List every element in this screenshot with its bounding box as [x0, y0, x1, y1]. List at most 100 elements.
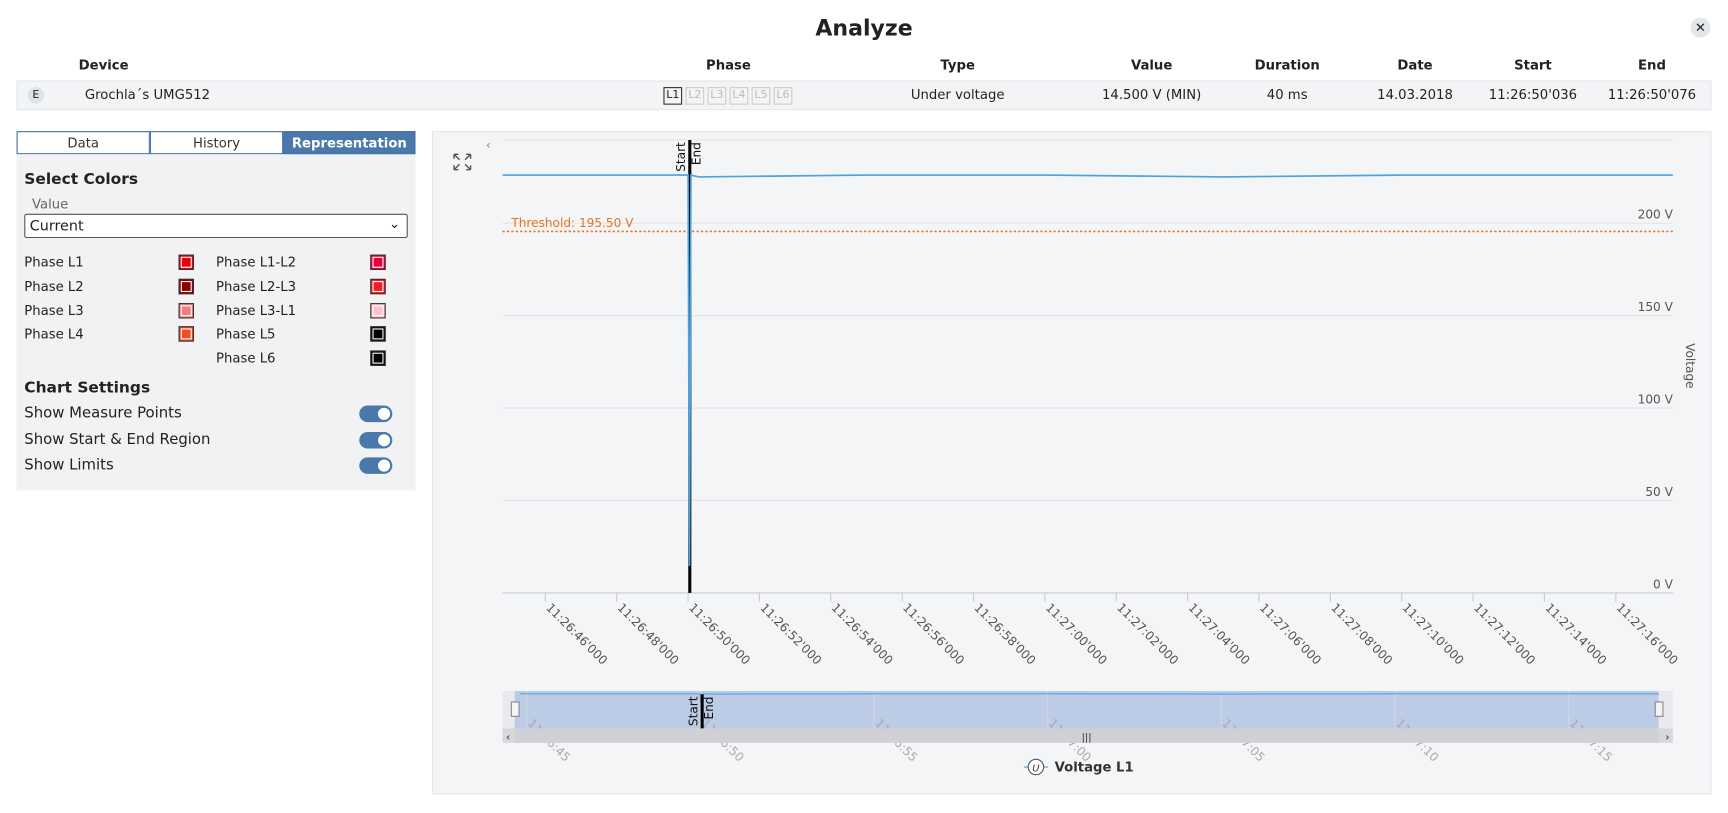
color-label: Phase L6 [215, 350, 276, 367]
settings-panel [16, 154, 416, 491]
phase-badge[interactable]: L5 [751, 87, 771, 105]
x-tick-label: 11:26:58'000 [971, 601, 1038, 668]
value-select[interactable]: Current ⌄ [24, 213, 408, 239]
toggle-knob [377, 407, 391, 420]
y-tick-label: 0 V [1653, 577, 1674, 591]
threshold-label: Threshold: 195.50 V [510, 216, 634, 230]
navigator-line [519, 693, 1660, 727]
color-label: Phase L1-L2 [215, 254, 297, 270]
color-label: Phase L2 [24, 278, 84, 295]
column-header: Type [940, 57, 975, 73]
phase-badge[interactable]: L1 [663, 87, 683, 105]
toggle-switch[interactable] [359, 405, 393, 423]
chart-panel [431, 131, 1712, 795]
color-swatch[interactable] [178, 302, 194, 319]
scrollbar-grip: ||| [1082, 733, 1092, 744]
column-header: Start [1514, 57, 1552, 73]
x-tick-label: 11:26:50'000 [686, 601, 753, 668]
marker-label: End [690, 142, 704, 165]
color-swatch[interactable] [370, 278, 386, 295]
collapse-arrow[interactable]: ‹ [486, 138, 491, 152]
toggle-label: Show Start & End Region [24, 430, 211, 448]
x-tick-label: 11:27:00'000 [1043, 601, 1110, 668]
legend-label: Voltage L1 [1055, 760, 1134, 775]
x-tick-label: 11:27:04'000 [1186, 601, 1253, 668]
color-label: Phase L3-L1 [215, 302, 297, 319]
field-label: Value [31, 196, 69, 212]
color-label: Phase L1 [24, 254, 84, 270]
scrollbar-thumb[interactable] [514, 728, 1659, 743]
x-tick-label: 11:26:48'000 [615, 601, 682, 668]
legend-symbol-bg [1027, 758, 1045, 776]
color-swatch[interactable] [178, 278, 194, 295]
device-name: Grochla´s UMG512 [84, 87, 211, 103]
scrollbar-arrow[interactable]: ‹ [506, 731, 510, 744]
select-arrow: ⌄ [388, 215, 401, 232]
navigator-marker-label: End [702, 696, 716, 719]
marker-label: Start [674, 142, 688, 172]
device-badge: E [27, 87, 45, 104]
x-tick-label: 11:26:52'000 [757, 601, 824, 668]
color-swatch[interactable] [370, 326, 386, 343]
column-header: Value [1130, 57, 1173, 73]
column-header: Duration [1254, 57, 1320, 73]
x-tick-label: 11:27:02'000 [1114, 601, 1181, 668]
end-cell: 11:26:50'076 [1607, 87, 1697, 103]
color-swatch[interactable] [370, 350, 386, 367]
x-tick-label: 11:27:12'000 [1471, 601, 1538, 668]
tab[interactable]: Representation [283, 131, 416, 155]
toggle-label: Show Measure Points [24, 404, 182, 423]
color-label: Phase L2-L3 [215, 278, 297, 295]
x-tick-label: 11:26:54'000 [829, 601, 896, 668]
toggle-switch[interactable] [359, 457, 393, 474]
legend-symbol: U [1032, 763, 1040, 774]
start-cell: 11:26:50'036 [1488, 87, 1578, 103]
phase-badge[interactable]: L4 [729, 87, 749, 105]
tab[interactable]: History [149, 131, 284, 155]
y-tick-label: 100 V [1638, 393, 1674, 407]
section-title: Chart Settings [24, 379, 151, 397]
tab[interactable]: Data [16, 131, 150, 155]
legend-item[interactable]: U Voltage L1 [1023, 758, 1134, 776]
phase-list: L1 L2 L3 L4 L5 L6 [663, 87, 793, 105]
x-tick-label: 11:26:56'000 [900, 601, 967, 668]
series-line [502, 174, 1673, 567]
phase-badge[interactable]: L2 [685, 87, 705, 105]
color-label: Phase L4 [24, 326, 84, 343]
expand-icon[interactable] [453, 153, 472, 171]
value-cell: 14.500 V (MIN) [1102, 87, 1202, 103]
navigator-handle[interactable] [510, 701, 520, 717]
toggle-knob [377, 459, 391, 472]
phase-badge[interactable]: L3 [707, 87, 727, 105]
close-button[interactable]: ✕ [1690, 17, 1711, 38]
select-value: Current [29, 218, 84, 235]
y-tick-label: 50 V [1645, 485, 1673, 499]
navigator-marker-label: Start [686, 696, 700, 726]
color-swatch[interactable] [178, 254, 194, 270]
x-tick-label: 11:27:14'000 [1542, 601, 1609, 668]
date-cell: 14.03.2018 [1377, 87, 1453, 103]
toggle-switch[interactable] [359, 431, 393, 448]
color-label: Phase L5 [215, 326, 276, 343]
navigator-handle[interactable] [1654, 701, 1664, 717]
x-tick-label: 11:27:10'000 [1400, 601, 1467, 668]
x-tick-label: 11:27:08'000 [1328, 601, 1395, 668]
phase-badge[interactable]: L6 [773, 87, 793, 105]
table-row[interactable] [16, 80, 1712, 111]
color-swatch[interactable] [370, 302, 386, 319]
toggle-knob [377, 433, 391, 446]
color-label: Phase L3 [24, 302, 84, 319]
color-swatch[interactable] [178, 326, 194, 343]
color-swatch[interactable] [370, 254, 386, 270]
column-header: Phase [706, 57, 751, 73]
y-tick-label: 200 V [1638, 208, 1674, 222]
navigator-window [514, 690, 1659, 729]
y-tick-label: 150 V [1638, 300, 1674, 314]
column-header: Device [78, 57, 129, 73]
toggle-label: Show Limits [24, 456, 114, 474]
column-header: End [1637, 57, 1666, 73]
scrollbar-arrow[interactable]: › [1665, 731, 1669, 744]
